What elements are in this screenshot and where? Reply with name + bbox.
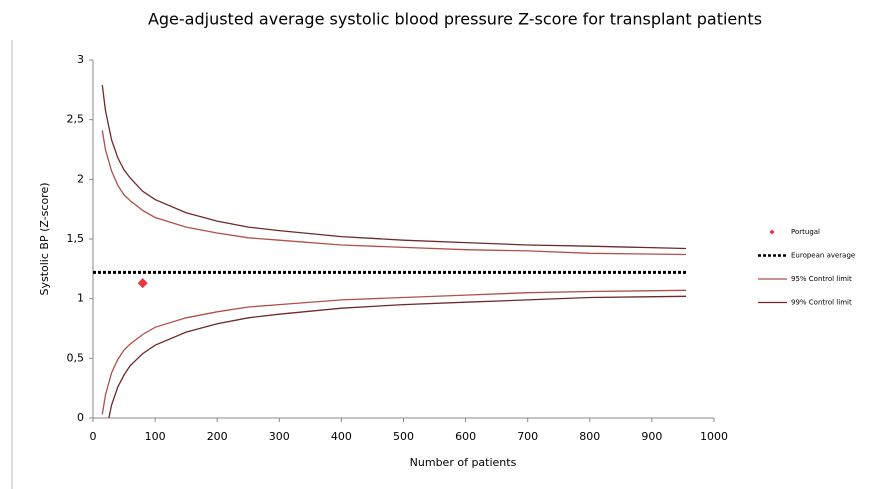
y-tick-label: 0 xyxy=(77,411,84,424)
legend-label: 99% Control limit xyxy=(791,299,852,307)
control-limit-upper xyxy=(101,85,687,250)
y-tick-label: 0,5 xyxy=(67,351,85,364)
y-axis-label: Systolic BP (Z-score) xyxy=(38,182,51,295)
y-tick-label: 2,5 xyxy=(67,113,85,126)
plot-area xyxy=(93,85,687,418)
legend-label: 95% Control limit xyxy=(791,275,852,283)
y-tick-label: 2 xyxy=(77,172,84,185)
x-tick-label: 1000 xyxy=(700,430,728,443)
x-tick-label: 500 xyxy=(393,430,414,443)
x-tick-label: 300 xyxy=(269,430,290,443)
control-limit-upper xyxy=(101,130,687,256)
x-tick-label: 600 xyxy=(455,430,476,443)
x-tick-label: 900 xyxy=(641,430,662,443)
x-tick-label: 800 xyxy=(579,430,600,443)
y-tick-label: 1 xyxy=(77,292,84,305)
x-axis-label: Number of patients xyxy=(410,456,517,469)
x-tick-label: 0 xyxy=(90,430,97,443)
data-point xyxy=(137,278,148,289)
legend-label: European average xyxy=(791,252,855,260)
legend-label: Portugal xyxy=(791,228,820,236)
x-tick-label: 400 xyxy=(331,430,352,443)
y-tick-label: 1,5 xyxy=(67,232,85,245)
control-limit-lower xyxy=(101,289,687,415)
chart-title: Age-adjusted average systolic blood pres… xyxy=(148,10,762,29)
x-tick-label: 100 xyxy=(145,430,166,443)
x-tick-label: 700 xyxy=(517,430,538,443)
x-tick-label: 200 xyxy=(207,430,228,443)
control-limit-lower xyxy=(108,295,687,418)
legend-symbol xyxy=(769,229,775,235)
y-tick-label: 3 xyxy=(77,53,84,66)
